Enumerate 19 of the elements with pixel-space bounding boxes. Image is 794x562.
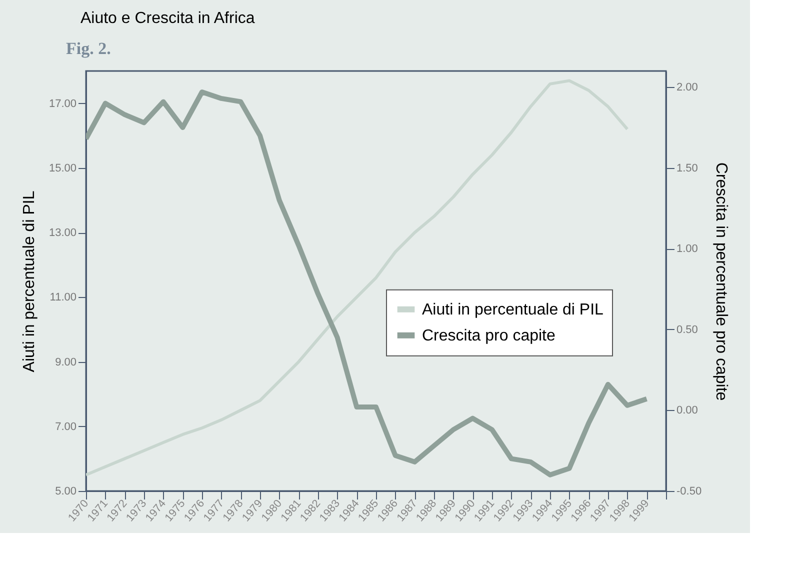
- y2-tick-label: 1.50: [676, 162, 698, 174]
- y-tick-label: 5.00: [55, 486, 76, 498]
- y2-tick-label: 0.00: [676, 404, 698, 417]
- y-tick-label: 9.00: [55, 356, 76, 368]
- y2-tick-label: 0.50: [676, 324, 698, 336]
- y2-tick-label: 1.00: [676, 243, 698, 256]
- y-tick-label: 13.00: [48, 227, 76, 240]
- legend-label: Aiuti in percentuale di PIL: [422, 301, 604, 318]
- y-tick-label: 7.00: [55, 420, 76, 433]
- y-tick-label: 15.00: [48, 162, 76, 174]
- y-tick-label: 17.00: [48, 98, 76, 110]
- y-tick-label: 11.00: [50, 292, 76, 304]
- legend-label: Crescita pro capite: [422, 327, 556, 344]
- y2-tick-label: 2.00: [676, 82, 698, 94]
- y2-axis-title: Crescita in percentuale pro capite: [712, 162, 730, 401]
- y-axis-title: Aiuti in percentuale di PIL: [20, 190, 38, 372]
- y2-tick-label: -0.50: [676, 486, 702, 498]
- caption: Fig. 2.: [66, 39, 111, 58]
- chart-title: Aiuto e Crescita in Africa: [80, 10, 255, 27]
